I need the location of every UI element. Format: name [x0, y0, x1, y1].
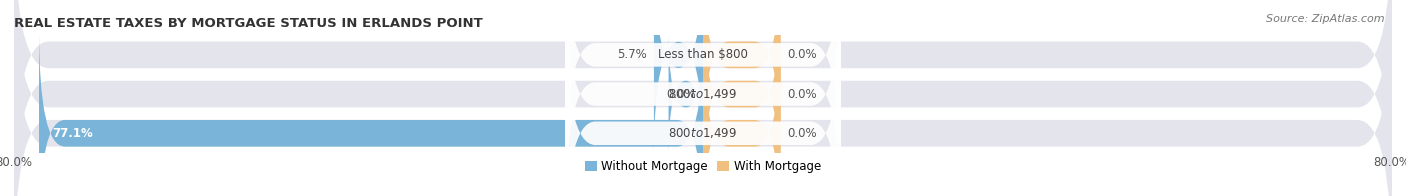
FancyBboxPatch shape: [703, 0, 780, 159]
Text: 0.0%: 0.0%: [787, 127, 817, 140]
FancyBboxPatch shape: [14, 0, 1392, 196]
FancyBboxPatch shape: [565, 8, 841, 196]
Text: Source: ZipAtlas.com: Source: ZipAtlas.com: [1267, 14, 1385, 24]
FancyBboxPatch shape: [654, 0, 703, 159]
Text: Less than $800: Less than $800: [658, 48, 748, 61]
FancyBboxPatch shape: [703, 29, 780, 196]
FancyBboxPatch shape: [14, 0, 1392, 196]
Text: 0.0%: 0.0%: [787, 88, 817, 101]
FancyBboxPatch shape: [565, 0, 841, 196]
FancyBboxPatch shape: [669, 29, 703, 159]
Text: 77.1%: 77.1%: [52, 127, 93, 140]
FancyBboxPatch shape: [703, 0, 780, 196]
FancyBboxPatch shape: [14, 0, 1392, 196]
Text: REAL ESTATE TAXES BY MORTGAGE STATUS IN ERLANDS POINT: REAL ESTATE TAXES BY MORTGAGE STATUS IN …: [14, 17, 482, 30]
Legend: Without Mortgage, With Mortgage: Without Mortgage, With Mortgage: [585, 160, 821, 173]
Text: 5.7%: 5.7%: [617, 48, 647, 61]
Text: $800 to $1,499: $800 to $1,499: [668, 87, 738, 101]
FancyBboxPatch shape: [565, 0, 841, 180]
Text: 0.0%: 0.0%: [666, 88, 696, 101]
Text: $800 to $1,499: $800 to $1,499: [668, 126, 738, 140]
Text: 0.0%: 0.0%: [787, 48, 817, 61]
FancyBboxPatch shape: [39, 29, 703, 196]
